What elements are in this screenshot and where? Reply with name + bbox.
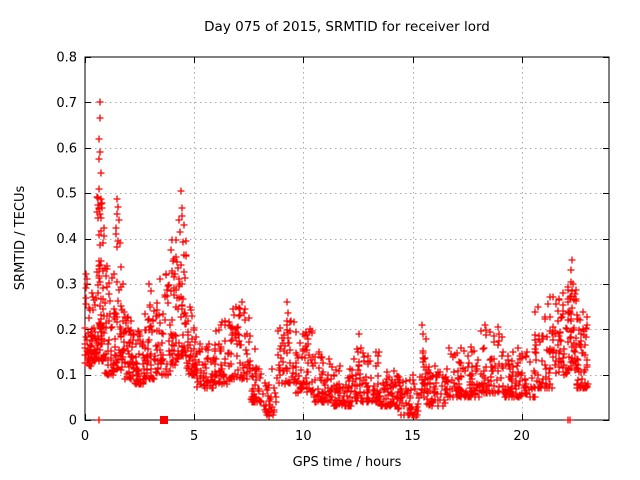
x-tick-label: 20 bbox=[513, 429, 530, 444]
plot-frame bbox=[84, 56, 610, 421]
y-tick-label: 0.6 bbox=[56, 141, 77, 156]
x-tick-label: 15 bbox=[404, 429, 421, 444]
x-tick-label: 0 bbox=[81, 429, 89, 444]
y-tick-label: 0.2 bbox=[56, 323, 77, 338]
x-tick-label: 10 bbox=[295, 429, 312, 444]
x-tick-labels: 0 5 10 15 20 bbox=[81, 429, 530, 444]
y-tick-label: 0.3 bbox=[56, 277, 77, 292]
x-tick-label: 5 bbox=[190, 429, 198, 444]
scatter-points bbox=[81, 98, 592, 424]
y-tick-label: 0.7 bbox=[56, 96, 77, 111]
axis-zero-points bbox=[95, 416, 574, 424]
y-axis-title: SRMTID / TECUs bbox=[13, 186, 28, 291]
axis-zero-cluster-square bbox=[160, 416, 168, 424]
grid-lines bbox=[85, 57, 609, 420]
y-tick-label: 0.4 bbox=[56, 232, 77, 247]
y-tick-labels: 0 0.1 0.2 0.3 0.4 0.5 0.6 0.7 0.8 bbox=[56, 51, 77, 429]
y-tick-label: 0.5 bbox=[56, 187, 77, 202]
y-tick-label: 0 bbox=[69, 414, 77, 429]
x-axis-title: GPS time / hours bbox=[293, 455, 402, 470]
y-tick-label: 0.8 bbox=[56, 51, 77, 66]
data-points-cloud bbox=[81, 193, 592, 419]
chart-title: Day 075 of 2015, SRMTID for receiver lor… bbox=[204, 19, 490, 35]
tick-marks bbox=[85, 57, 609, 421]
outlier-points bbox=[94, 98, 578, 421]
y-tick-label: 0.1 bbox=[56, 368, 77, 383]
